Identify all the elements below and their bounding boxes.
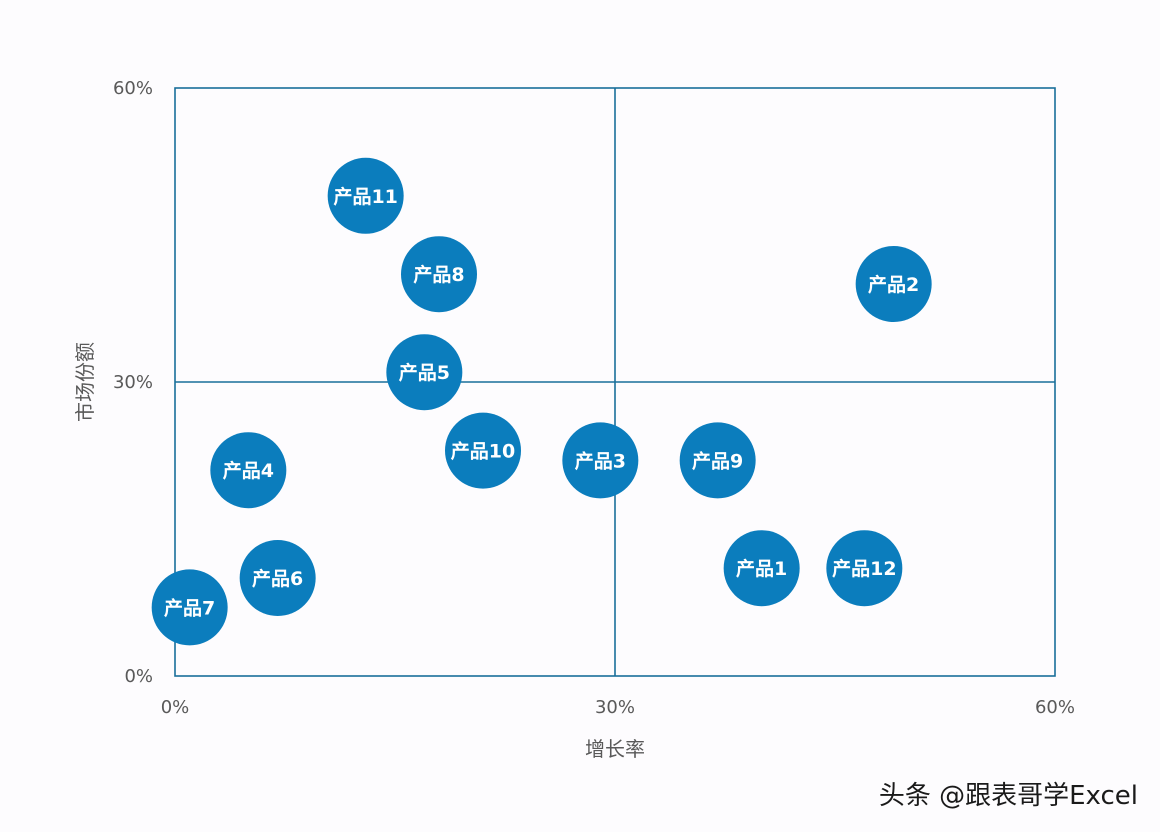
bubble-marker (855, 246, 932, 322)
bubble-marker (151, 569, 228, 646)
x-tick-label: 0% (161, 697, 190, 718)
bubble-label: 产品2 (868, 273, 919, 296)
bubble-label: 产品10 (451, 440, 515, 463)
plot-frame (174, 87, 1056, 677)
bubble-group: 产品3 (562, 422, 639, 499)
bubble-marker (723, 530, 800, 607)
bubble-marker (401, 236, 477, 313)
x-tick-label: 30% (595, 697, 635, 718)
bubble-marker (386, 334, 463, 411)
bubble-label: 产品4 (223, 459, 274, 482)
y-axis-title: 市场份额 (73, 342, 97, 422)
watermark-text: 头条 @跟表哥学Excel (878, 781, 1138, 811)
bubble-label: 产品8 (413, 263, 464, 286)
bubble-label: 产品3 (575, 449, 626, 472)
bubble-label: 产品11 (333, 185, 397, 208)
bubble-marker (562, 422, 639, 499)
bubble-marker (679, 422, 756, 499)
y-tick-label: 30% (113, 372, 153, 393)
bubble-group: 产品8 (401, 236, 477, 313)
bubble-label: 产品6 (252, 567, 303, 590)
bubble-group: 产品5 (386, 334, 463, 411)
bubble-marker (210, 432, 287, 509)
bubble-marker (445, 412, 521, 489)
bubble-group: 产品11 (327, 157, 404, 234)
bubble-marker (826, 530, 903, 607)
bubble-label: 产品5 (399, 361, 450, 384)
bubble-marker (239, 540, 316, 616)
bubble-label: 产品12 (832, 557, 896, 580)
bubble-label: 产品9 (692, 449, 743, 472)
bubble-group: 产品4 (210, 432, 287, 509)
bubble-group: 产品2 (855, 246, 932, 322)
bubble-group: 产品6 (239, 540, 316, 616)
tick-labels: 0% 30% 60% 0% 30% 60% (113, 78, 1075, 718)
bubble-group: 产品10 (445, 412, 521, 489)
bubble-group: 产品7 (151, 569, 228, 646)
bubble-group: 产品1 (723, 530, 800, 607)
bubble-label: 产品7 (164, 596, 215, 619)
x-axis-title: 增长率 (585, 737, 645, 761)
bubbles: 产品1 产品2 产品3 产品4 产品5 产品6 产品7 产品8 产品9 产品10 产品11 产品12 (151, 157, 932, 646)
bubble-group: 产品12 (826, 530, 903, 607)
y-tick-label: 60% (113, 78, 153, 99)
bubble-label: 产品1 (736, 557, 787, 580)
y-tick-label: 0% (124, 666, 153, 687)
bubble-marker (327, 157, 404, 234)
bubble-group: 产品9 (679, 422, 756, 499)
x-tick-label: 60% (1035, 697, 1075, 718)
